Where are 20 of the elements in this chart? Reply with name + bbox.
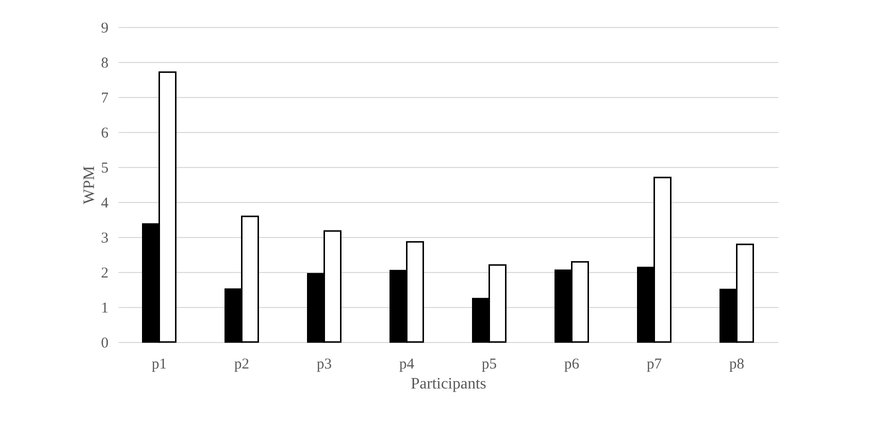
x-tick-label: p7: [646, 356, 662, 372]
x-axis-title: Participants: [410, 376, 486, 392]
x-tick-label: p2: [234, 356, 250, 372]
y-tick-label: 0: [101, 336, 108, 352]
y-tick-label: 1: [101, 300, 108, 316]
y-tick-label: 2: [101, 266, 108, 282]
y-axis-title: WPM: [81, 166, 98, 204]
x-tick-label: p6: [564, 356, 580, 372]
y-tick-label: 5: [101, 160, 108, 176]
y-tick-label: 8: [101, 56, 108, 72]
x-tick-label: p3: [316, 356, 332, 372]
x-tick-label: p1: [152, 356, 167, 372]
y-tick-label: 7: [101, 90, 109, 106]
y-tick-label: 9: [101, 20, 108, 36]
y-tick-label: 4: [101, 196, 109, 212]
y-tick-label: 3: [101, 230, 108, 246]
y-tick-label: 6: [101, 126, 109, 142]
x-tick-label: p8: [729, 356, 744, 372]
x-tick-label: p4: [399, 356, 415, 372]
x-tick-label: p5: [482, 356, 497, 372]
